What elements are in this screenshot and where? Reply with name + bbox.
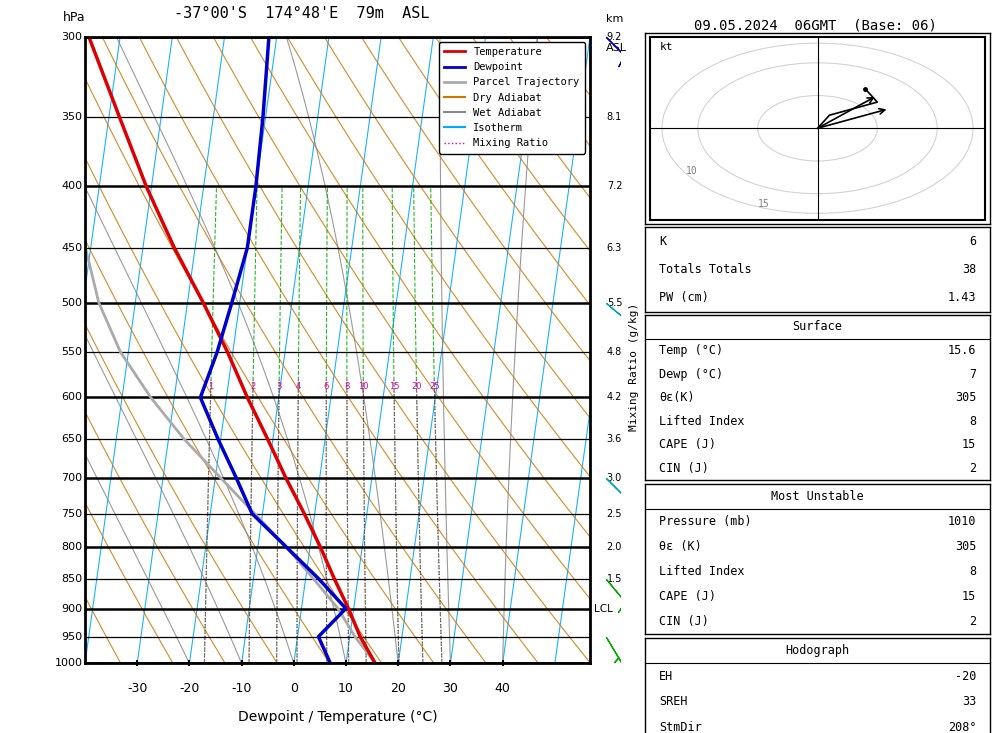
Text: K: K xyxy=(659,235,666,248)
Text: 15.6: 15.6 xyxy=(948,344,976,357)
Text: 1.43: 1.43 xyxy=(948,291,976,304)
Text: 7: 7 xyxy=(969,367,976,380)
Text: 40: 40 xyxy=(495,682,511,695)
Text: LCL: LCL xyxy=(594,603,613,614)
Text: PW (cm): PW (cm) xyxy=(659,291,709,304)
Text: 09.05.2024  06GMT  (Base: 06): 09.05.2024 06GMT (Base: 06) xyxy=(694,18,936,32)
Text: Temp (°C): Temp (°C) xyxy=(659,344,723,357)
Text: 5.5: 5.5 xyxy=(607,298,622,308)
Text: -37°00'S  174°48'E  79m  ASL: -37°00'S 174°48'E 79m ASL xyxy=(174,6,430,21)
Text: Dewp (°C): Dewp (°C) xyxy=(659,367,723,380)
Text: Most Unstable: Most Unstable xyxy=(771,490,864,503)
Text: 8.1: 8.1 xyxy=(607,112,622,122)
Text: Surface: Surface xyxy=(793,320,842,334)
Text: 550: 550 xyxy=(61,347,82,357)
Text: 850: 850 xyxy=(61,574,82,583)
Text: -20: -20 xyxy=(955,670,976,682)
Text: EH: EH xyxy=(659,670,673,682)
Text: 38: 38 xyxy=(962,263,976,276)
Text: 4: 4 xyxy=(296,382,301,391)
Text: CAPE (J): CAPE (J) xyxy=(659,438,716,452)
Text: 33: 33 xyxy=(962,696,976,708)
Text: 208°: 208° xyxy=(948,721,976,733)
Text: 800: 800 xyxy=(61,542,82,552)
Text: 3.6: 3.6 xyxy=(607,434,622,444)
Text: 2: 2 xyxy=(969,462,976,475)
Text: 15: 15 xyxy=(962,438,976,452)
Text: 8: 8 xyxy=(969,415,976,428)
Text: 4.2: 4.2 xyxy=(607,392,622,402)
Text: θε(K): θε(K) xyxy=(659,391,694,404)
Text: 600: 600 xyxy=(61,392,82,402)
Text: 30: 30 xyxy=(443,682,458,695)
Text: hPa: hPa xyxy=(62,11,85,24)
Text: 350: 350 xyxy=(61,112,82,122)
Text: 3: 3 xyxy=(276,382,282,391)
Text: 900: 900 xyxy=(61,603,82,614)
Text: 2: 2 xyxy=(250,382,255,391)
Text: 6.3: 6.3 xyxy=(607,243,622,253)
Text: CIN (J): CIN (J) xyxy=(659,462,709,475)
Text: 300: 300 xyxy=(61,32,82,42)
Text: 25: 25 xyxy=(429,382,440,391)
Text: 1000: 1000 xyxy=(54,658,82,668)
Text: CAPE (J): CAPE (J) xyxy=(659,590,716,603)
Text: SREH: SREH xyxy=(659,696,687,708)
Text: Lifted Index: Lifted Index xyxy=(659,565,744,578)
Text: 2.5: 2.5 xyxy=(607,509,622,519)
Text: 10: 10 xyxy=(338,682,354,695)
Text: 500: 500 xyxy=(61,298,82,308)
Text: km: km xyxy=(606,14,623,24)
Text: 2: 2 xyxy=(969,615,976,628)
Text: 305: 305 xyxy=(955,540,976,553)
Text: 9.2: 9.2 xyxy=(607,32,622,42)
Text: 6: 6 xyxy=(969,235,976,248)
Text: 1010: 1010 xyxy=(948,515,976,528)
Text: Pressure (mb): Pressure (mb) xyxy=(659,515,751,528)
Text: 15: 15 xyxy=(758,199,769,209)
Text: Hodograph: Hodograph xyxy=(785,644,850,657)
Text: CIN (J): CIN (J) xyxy=(659,615,709,628)
Text: 4.8: 4.8 xyxy=(607,347,622,357)
Text: Totals Totals: Totals Totals xyxy=(659,263,751,276)
Text: 400: 400 xyxy=(61,181,82,191)
Text: 10: 10 xyxy=(686,166,698,176)
Text: Dewpoint / Temperature (°C): Dewpoint / Temperature (°C) xyxy=(238,710,437,724)
Text: -10: -10 xyxy=(231,682,252,695)
Text: Mixing Ratio (g/kg): Mixing Ratio (g/kg) xyxy=(629,303,639,430)
Text: 1.5: 1.5 xyxy=(607,574,622,583)
Text: 10: 10 xyxy=(358,382,369,391)
Text: StmDir: StmDir xyxy=(659,721,702,733)
Text: 6: 6 xyxy=(324,382,329,391)
Text: kt: kt xyxy=(660,42,674,52)
Text: 700: 700 xyxy=(61,473,82,483)
Text: 15: 15 xyxy=(389,382,399,391)
Text: -30: -30 xyxy=(127,682,147,695)
Text: 650: 650 xyxy=(61,434,82,444)
Text: 3.0: 3.0 xyxy=(607,473,622,483)
Text: 950: 950 xyxy=(61,632,82,641)
Text: Lifted Index: Lifted Index xyxy=(659,415,744,428)
Text: 2.0: 2.0 xyxy=(607,542,622,552)
Text: ASL: ASL xyxy=(606,43,627,53)
Text: 750: 750 xyxy=(61,509,82,519)
Text: θε (K): θε (K) xyxy=(659,540,702,553)
Text: -20: -20 xyxy=(179,682,200,695)
Text: 20: 20 xyxy=(411,382,422,391)
Text: 0: 0 xyxy=(290,682,298,695)
Text: 7.2: 7.2 xyxy=(607,181,622,191)
Legend: Temperature, Dewpoint, Parcel Trajectory, Dry Adiabat, Wet Adiabat, Isotherm, Mi: Temperature, Dewpoint, Parcel Trajectory… xyxy=(439,42,585,153)
Text: 20: 20 xyxy=(390,682,406,695)
Text: 15: 15 xyxy=(962,590,976,603)
Text: 8: 8 xyxy=(344,382,350,391)
Text: 450: 450 xyxy=(61,243,82,253)
Text: 1: 1 xyxy=(208,382,213,391)
Text: 8: 8 xyxy=(969,565,976,578)
Text: 305: 305 xyxy=(955,391,976,404)
